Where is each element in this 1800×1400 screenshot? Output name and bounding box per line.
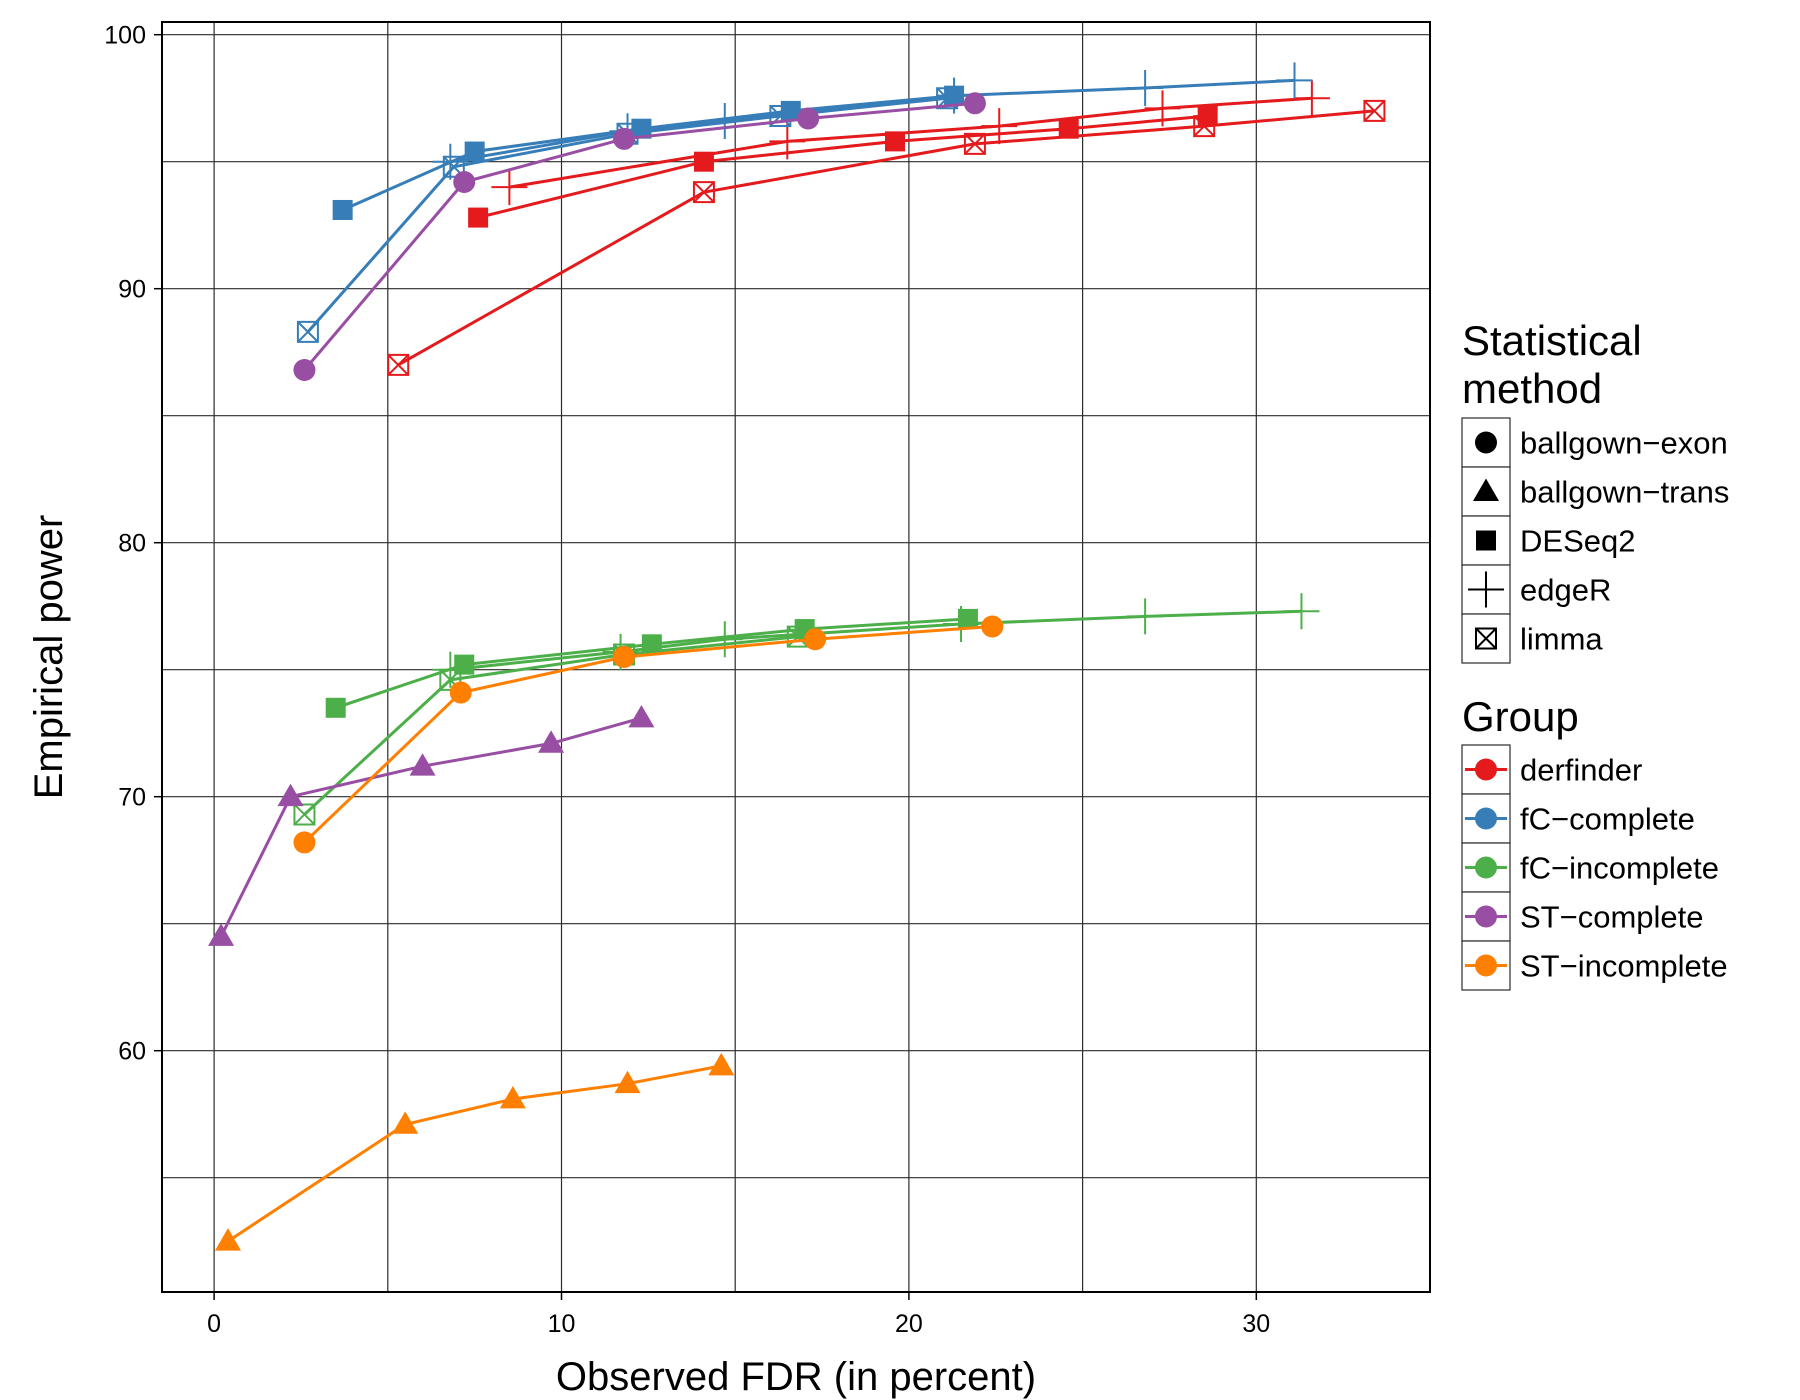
data-point — [468, 207, 489, 228]
legend-label: ST−incomplete — [1520, 949, 1728, 984]
series-line — [303, 635, 798, 816]
legend-label: ST−complete — [1520, 900, 1704, 935]
data-point — [1363, 99, 1386, 122]
data-point — [449, 681, 472, 704]
legend-key-dot — [1475, 758, 1497, 781]
legend-key-boxx — [1475, 627, 1497, 650]
data-point — [277, 783, 304, 807]
panel-border — [161, 21, 1431, 1293]
data-point — [963, 92, 986, 115]
series — [387, 99, 1386, 376]
data-point — [769, 123, 806, 160]
legend-label: ballgown−trans — [1520, 475, 1729, 510]
x-tick-label: 30 — [1242, 1310, 1270, 1338]
data-point — [1058, 118, 1079, 139]
legend-title: Group — [1462, 693, 1579, 740]
legend-label: limma — [1520, 622, 1603, 657]
series — [208, 704, 655, 946]
series-line — [450, 609, 1302, 672]
data-point — [1193, 115, 1216, 138]
data-point — [1144, 90, 1181, 127]
data-point — [706, 621, 743, 658]
data-point — [453, 171, 476, 194]
data-point — [613, 127, 636, 150]
legend-key-dot — [1475, 954, 1497, 977]
data-point — [432, 143, 469, 180]
data-point — [981, 615, 1004, 638]
series — [214, 1052, 735, 1251]
data-point — [885, 131, 906, 152]
series — [293, 615, 1004, 854]
legend-key-dot — [1475, 807, 1497, 830]
data-point — [293, 803, 316, 826]
data-point — [943, 605, 980, 642]
y-tick-label: 80 — [118, 530, 146, 558]
y-tick-label: 100 — [104, 22, 146, 50]
data-point — [1127, 70, 1164, 107]
y-tick-label: 70 — [118, 784, 146, 812]
legend-title: method — [1462, 365, 1602, 412]
x-tick-label: 10 — [548, 1310, 576, 1338]
legend-label: fC−complete — [1520, 802, 1695, 837]
legend-key-dot — [1475, 905, 1497, 928]
legend-group: Group derfinder fC−complete fC−incomplete ST… — [1461, 693, 1728, 991]
data-point — [325, 697, 346, 718]
legend-key-dot — [1475, 856, 1497, 879]
data-point — [538, 730, 565, 753]
series — [491, 80, 1330, 206]
data-point — [491, 169, 528, 206]
data-point — [692, 181, 715, 204]
data-point — [1293, 80, 1330, 117]
legend-label: DESeq2 — [1520, 524, 1635, 559]
data-point — [214, 1228, 242, 1251]
data-point — [1127, 598, 1164, 635]
data-point — [1283, 593, 1320, 630]
legend-label: fC−incomplete — [1520, 851, 1719, 886]
data-point — [387, 353, 410, 376]
y-axis-title: Empirical power — [27, 515, 71, 800]
data-point — [981, 108, 1018, 145]
legend-label: edgeR — [1520, 573, 1611, 608]
data-point — [293, 831, 316, 854]
legend-label: ballgown−exon — [1520, 426, 1728, 461]
axes: 0 10 20 30 60 70 80 90 100 — [104, 22, 1270, 1338]
data-point — [409, 753, 436, 776]
data-point — [708, 1052, 735, 1076]
legend-key-triangle — [1472, 478, 1500, 501]
series-layer — [208, 62, 1386, 1251]
legend-key-plus — [1468, 571, 1504, 608]
data-point — [293, 358, 316, 381]
data-point — [499, 1085, 526, 1109]
data-point — [296, 320, 319, 343]
x-tick-label: 20 — [895, 1310, 923, 1338]
data-point — [963, 132, 986, 155]
y-tick-label: 90 — [118, 276, 146, 304]
series — [293, 625, 809, 826]
y-tick-label: 60 — [118, 1038, 146, 1066]
data-point — [332, 199, 353, 220]
x-tick-label: 0 — [207, 1310, 221, 1338]
legend-label: derfinder — [1520, 753, 1642, 788]
data-point — [804, 628, 827, 651]
data-point — [628, 704, 655, 728]
data-point — [797, 107, 820, 130]
legend-key-square — [1476, 530, 1496, 551]
legend-title: Statistical — [1462, 317, 1642, 364]
series — [293, 92, 986, 381]
grid — [162, 22, 1430, 1292]
legend-key-circle — [1475, 431, 1497, 454]
series — [325, 608, 978, 718]
data-point — [614, 1070, 641, 1094]
x-axis-title: Observed FDR (in percent) — [556, 1355, 1036, 1399]
data-point — [392, 1111, 419, 1134]
data-point — [208, 923, 235, 946]
data-point — [1276, 62, 1313, 99]
data-point — [613, 646, 636, 668]
